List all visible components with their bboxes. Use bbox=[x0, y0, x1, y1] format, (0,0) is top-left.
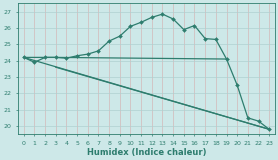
X-axis label: Humidex (Indice chaleur): Humidex (Indice chaleur) bbox=[87, 148, 206, 156]
